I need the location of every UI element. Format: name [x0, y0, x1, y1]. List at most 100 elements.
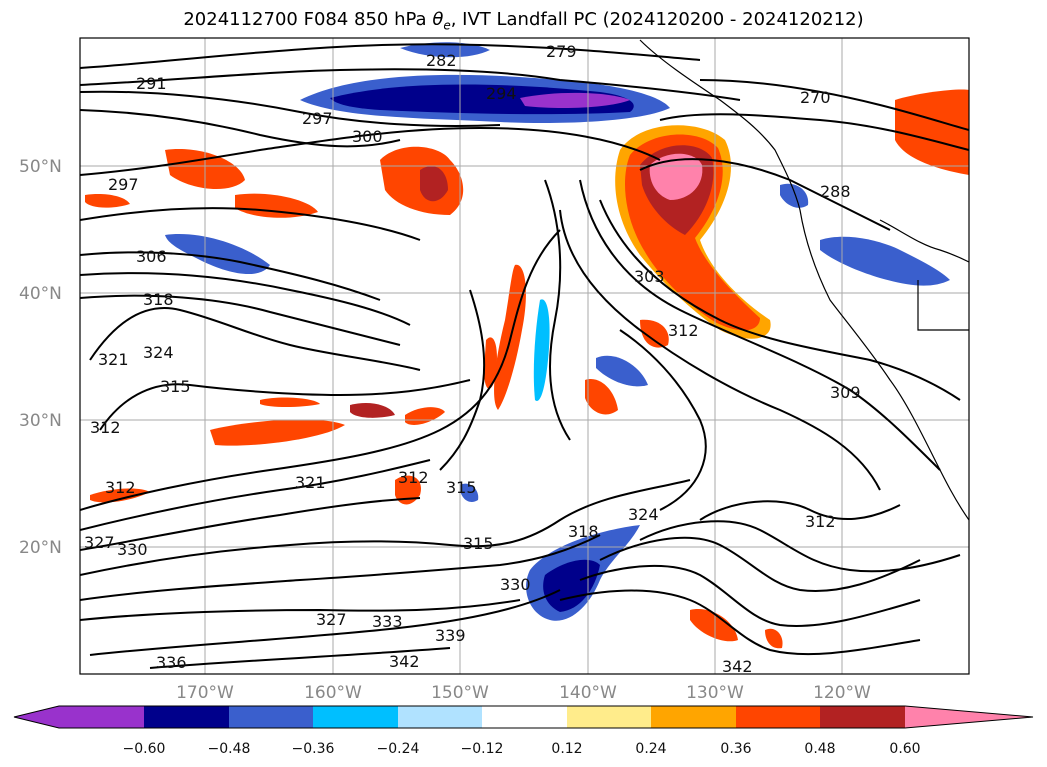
negative-region [165, 234, 270, 275]
contour-label: 330 [500, 575, 531, 594]
contour-label: 291 [136, 74, 167, 93]
theta-symbol: θ [432, 9, 444, 30]
positive-region [350, 403, 395, 418]
colorbar-tick-label: 0.24 [635, 741, 666, 757]
contour-label: 315 [160, 377, 191, 396]
contour-line [80, 90, 501, 127]
lon-tick-label: 130°W [686, 683, 744, 703]
contour-label: 300 [352, 127, 383, 146]
colorbar-segment [313, 706, 398, 728]
contour-line [80, 109, 401, 148]
contour-line [80, 43, 701, 69]
contour-line [544, 179, 571, 441]
contour-line [80, 294, 401, 346]
theta-subscript: e [443, 18, 451, 33]
colorbar-tick-label: 0.48 [804, 741, 835, 757]
contour-label: 282 [426, 51, 457, 70]
contour-line [80, 229, 561, 511]
positive-region [765, 628, 783, 649]
contour-label: 279 [546, 42, 577, 61]
contour-label: 330 [117, 540, 148, 559]
contour-line [559, 209, 881, 491]
contour-line [579, 564, 921, 627]
colorbar-tick-label: 0.12 [551, 741, 582, 757]
negative-region [400, 42, 490, 58]
contour-label: 312 [105, 478, 136, 497]
lon-tick-label: 160°W [304, 683, 362, 703]
lat-tick-label: 30°N [19, 411, 62, 431]
contour-line [149, 647, 451, 669]
contour-label: 294 [486, 84, 517, 103]
contour-label: 318 [568, 522, 599, 541]
contour-line [579, 179, 941, 471]
map-background [80, 38, 969, 674]
longitude-axis: 170°W 160°W 150°W 140°W 130°W 120°W [176, 683, 871, 703]
lon-tick-label: 150°W [431, 683, 489, 703]
lat-tick-label: 50°N [19, 157, 62, 177]
colorbar-tick-label: −0.48 [208, 741, 251, 757]
negative-region [820, 236, 950, 286]
lon-tick-label: 140°W [559, 683, 617, 703]
coastline-path [917, 280, 969, 331]
contour-label: 342 [389, 652, 420, 671]
map-frame [79, 37, 970, 675]
colorbar-segment [736, 706, 820, 728]
contour-line [80, 272, 411, 326]
positive-region [585, 379, 618, 415]
positive-region [210, 419, 345, 446]
positive-region [85, 194, 130, 208]
lon-tick-label: 170°W [176, 683, 234, 703]
colorbar-extend-right [905, 706, 1033, 728]
title-prefix: 2024112700 F084 850 hPa [183, 9, 433, 30]
contour-label: 327 [84, 533, 115, 552]
contour-line [80, 251, 381, 301]
contour-line [439, 289, 486, 471]
gridlines [80, 38, 969, 674]
contour-line [599, 536, 921, 592]
contour-label: 306 [136, 247, 167, 266]
colorbar-tick-label: −0.36 [292, 741, 335, 757]
contour-label: 297 [108, 175, 139, 194]
contour-label: 321 [295, 473, 326, 492]
colorbar-segment [59, 706, 144, 728]
contour-label: 336 [156, 653, 187, 672]
colorbar-outline [13, 705, 1034, 729]
colorbar-tick-label: −0.12 [461, 741, 504, 757]
negative-region [596, 355, 648, 387]
contour-line [89, 307, 421, 371]
contour-line [639, 520, 961, 573]
colorbar: −0.60 −0.48 −0.36 −0.24 −0.12 0.12 0.24 … [13, 705, 1034, 757]
positive-region [649, 153, 703, 200]
colorbar-segment [651, 706, 736, 728]
lat-tick-label: 20°N [19, 538, 62, 558]
contour-label: 339 [435, 626, 466, 645]
coastline-path [639, 39, 969, 521]
contour-label: 315 [463, 534, 494, 553]
contour-line [80, 126, 661, 176]
negative-region [543, 559, 600, 612]
contour-label: 303 [634, 267, 665, 286]
colorbar-segment [229, 706, 313, 728]
contour-line [619, 329, 707, 511]
positive-region [235, 193, 318, 218]
colorbar-tick-label: 0.36 [720, 741, 751, 757]
contour-label: 309 [830, 383, 861, 402]
colorbar-extend-left [14, 706, 59, 728]
colorbar-segment [144, 706, 229, 728]
contour-line [80, 599, 521, 621]
contour-line [80, 68, 741, 101]
positive-region [690, 609, 738, 642]
contour-line [699, 500, 901, 521]
positive-region [260, 397, 320, 407]
contour-line [559, 589, 921, 656]
colorbar-segment [482, 706, 567, 728]
positive-region [395, 475, 421, 505]
contour-label: 312 [90, 418, 121, 437]
negative-region [460, 483, 479, 502]
coastline [639, 39, 969, 521]
positive-region [895, 89, 969, 175]
contour-label: 312 [805, 512, 836, 531]
contour-label: 312 [668, 321, 699, 340]
contour-line [80, 534, 601, 601]
